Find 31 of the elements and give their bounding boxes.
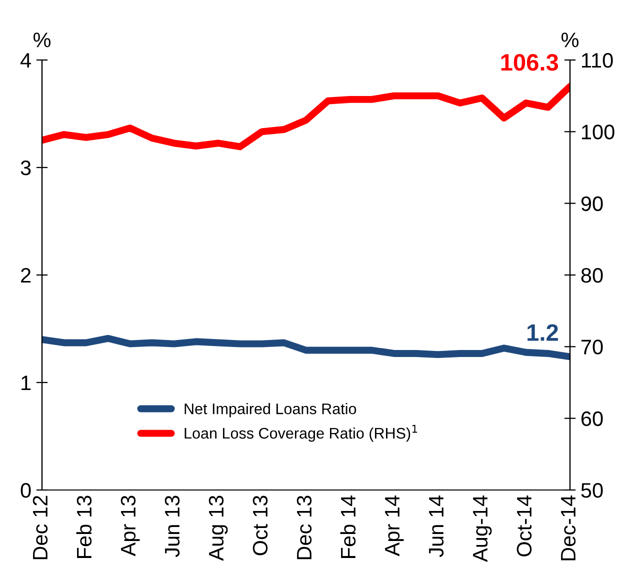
y-tick-label: 0 [20,483,31,498]
y-tick-label: 2 [21,268,31,283]
x-tick-label: Feb 14 [340,495,356,558]
x-tick-label: Apr 14 [385,495,404,556]
annotation: 1.2 [528,324,558,341]
x-tick-label: Dec-14 [561,495,576,560]
y-tick-label: 4 [20,53,31,68]
x-tick-label: Jun 14 [429,495,444,558]
x-tick-label: Dec 13 [296,496,312,560]
y-axis-title: % [33,32,51,48]
y2-tick-label: 90 [581,196,603,212]
x-tick-label: Oct 13 [252,496,268,556]
x-tick-label: Aug-14 [473,495,492,562]
y2-tick-label: 80 [581,268,603,283]
y2-tick-label: 110 [582,53,613,68]
y-tick-label: 3 [20,160,31,176]
x-tick-label: Oct-14 [516,495,532,556]
legend-label: Loan Loss Coverage Ratio (RHS)$^{1}$ [184,424,418,442]
y2-tick-label: 70 [581,340,603,354]
x-tick-label: Dec 12 [32,496,48,560]
x-tick-label: Apr 13 [120,496,140,556]
legend-label: Net Impaired Loans Ratio [184,403,356,418]
x-tick-label: Feb 13 [76,496,92,558]
x-tick-label: Jun 13 [164,496,180,558]
y-tick-label: 1 [22,376,31,390]
y2-tick-label: 60 [581,411,603,426]
y2-axis-title: % [561,32,579,48]
annotation: 106.3 [501,54,558,71]
y2-tick-label: 100 [582,124,614,140]
y2-tick-label: 50 [581,483,603,498]
x-tick-label: Aug 13 [208,496,228,561]
